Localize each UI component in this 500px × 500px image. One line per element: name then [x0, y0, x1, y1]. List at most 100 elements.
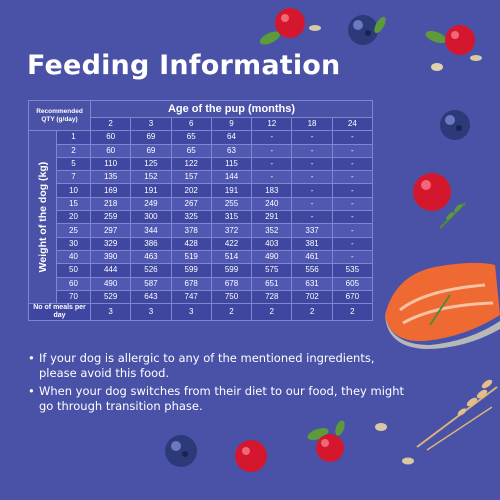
feeding-table-container: Recommended QTY (g/day) Age of the pup (… [27, 99, 374, 322]
quantity-cell: 152 [130, 170, 172, 185]
quantity-cell: 444 [90, 263, 132, 278]
quantity-cell: 575 [251, 263, 293, 278]
quantity-cell: - [331, 183, 374, 198]
table-row: 7 135 152 157 144- - - [29, 170, 374, 185]
quantity-cell: - [251, 170, 293, 185]
quantity-cell: 64 [210, 130, 253, 145]
age-column-header: 3 [130, 116, 172, 132]
table-row: 10 169 191 202 191 183- - [29, 183, 374, 198]
table-header-row: Recommended QTY (g/day) Age of the pup (… [27, 99, 373, 132]
weight-cell: 40 [55, 249, 92, 265]
quantity-cell: 267 [170, 196, 212, 212]
quantity-cell: 202 [170, 183, 212, 198]
quantity-cell: - [291, 210, 333, 225]
cranberry-icon [235, 440, 267, 472]
oat-flake-icon [309, 25, 321, 31]
quantity-cell: 191 [210, 183, 253, 198]
cranberry-icon [413, 173, 451, 211]
weight-cell: 60 [55, 276, 92, 291]
weight-cell: 2 [55, 143, 92, 158]
table-row: 20 259 300 325 315 291- - [29, 210, 374, 225]
quantity-cell: 297 [90, 223, 132, 238]
quantity-cell: - [331, 236, 374, 251]
quantity-cell: 702 [291, 289, 333, 305]
blueberry-icon [348, 15, 378, 45]
quantity-cell: - [291, 196, 333, 212]
quantity-cell: 678 [210, 276, 253, 291]
quantity-cell: 750 [210, 289, 253, 305]
quantity-cell: 329 [90, 236, 132, 251]
quantity-cell: 529 [90, 289, 132, 305]
weight-cell: 25 [55, 223, 92, 238]
quantity-cell: 526 [130, 263, 172, 278]
quantity-cell: 631 [291, 276, 333, 291]
quantity-cell: - [331, 170, 374, 185]
table-row: 30 329 386 428 422 403 381- [29, 236, 374, 251]
quantity-cell: 490 [90, 276, 132, 291]
quantity-cell: - [291, 156, 333, 172]
quantity-cell: 428 [170, 236, 212, 251]
quantity-cell: - [291, 183, 333, 198]
bullet: • [28, 351, 35, 365]
quantity-cell: 535 [331, 263, 374, 278]
quantity-cell: 259 [90, 210, 132, 225]
leaf-icon [335, 420, 345, 436]
cranberry-icon [275, 8, 305, 38]
weight-cell: 70 [55, 289, 92, 305]
cranberry-icon [316, 434, 344, 462]
quantity-cell: 255 [210, 196, 253, 212]
weight-axis-label: Weight of the dog (kg) [36, 161, 49, 273]
quantity-cell: 115 [210, 156, 253, 172]
leaf-icon [425, 30, 447, 44]
bottom-decoration [165, 420, 414, 472]
age-header: Age of the pup (months) [90, 100, 373, 118]
table-row: 70 529 643 747 750 728 702 670 [29, 289, 374, 305]
quantity-cell: 514 [210, 249, 253, 265]
table-row: 40 390 463 519 514 490 461- [29, 249, 374, 265]
quantity-cell: 352 [251, 223, 293, 238]
quantity-cell: 378 [170, 223, 212, 238]
table-row: 25 297 344 378 372 352 337- [29, 223, 374, 238]
table-row: 50 444 526 599 599 575 556 535 [29, 263, 374, 278]
quantity-cell: 587 [130, 276, 172, 291]
leaf-icon [259, 31, 281, 45]
quantity-cell: - [331, 249, 374, 265]
age-column-header: 24 [331, 116, 374, 132]
note-text: When your dog switches from their diet t… [39, 384, 404, 413]
weight-cell: 20 [55, 210, 92, 225]
table-row: 2 60 69 65 63- - - [29, 143, 374, 158]
age-column-header: 2 [90, 116, 132, 132]
leaf-icon [374, 16, 386, 34]
quantity-cell: 599 [170, 263, 212, 278]
table-row: 5 110 125 122 115- - - [29, 156, 374, 172]
quantity-cell: - [291, 130, 333, 145]
weight-axis-cell: Weight of the dog (kg) [28, 130, 57, 305]
cranberry-icon [445, 25, 475, 55]
bullet: • [28, 384, 35, 398]
quantity-cell: 135 [90, 170, 132, 185]
quantity-cell: 169 [90, 183, 132, 198]
oat-flake-icon [470, 55, 482, 61]
weight-cell: 5 [55, 156, 92, 172]
rosemary-icon [439, 202, 466, 229]
quantity-cell: 144 [210, 170, 253, 185]
quantity-cell: 240 [251, 196, 293, 212]
wheat-stalk-icon [416, 379, 498, 451]
quantity-cell: 381 [291, 236, 333, 251]
meals-cell: 2 [251, 303, 293, 322]
quantity-cell: 60 [90, 130, 132, 145]
feeding-notes: • If your dog is allergic to any of the … [28, 351, 408, 417]
feeding-table: Recommended QTY (g/day) Age of the pup (… [27, 99, 374, 322]
quantity-cell: 291 [251, 210, 293, 225]
quantity-cell: 69 [130, 130, 172, 145]
weight-cell: 7 [55, 170, 92, 185]
quantity-cell: 599 [210, 263, 253, 278]
quantity-cell: 110 [90, 156, 132, 172]
quantity-cell: 422 [210, 236, 253, 251]
quantity-cell: 337 [291, 223, 333, 238]
quantity-cell: 651 [251, 276, 293, 291]
quantity-cell: - [251, 156, 293, 172]
quantity-cell: 249 [130, 196, 172, 212]
age-column-header: 18 [291, 116, 333, 132]
